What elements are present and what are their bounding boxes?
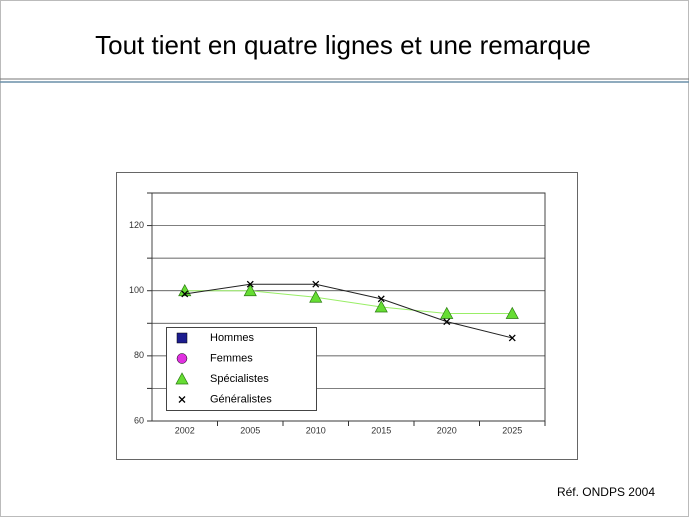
x-tick-label: 2020 <box>437 425 457 435</box>
series-line <box>184 283 513 339</box>
legend-label: Généralistes <box>210 393 272 405</box>
y-tick-label: 60 <box>134 415 144 425</box>
legend-label: Spécialistes <box>210 373 269 385</box>
y-tick-label: 80 <box>134 350 144 360</box>
series-line <box>184 290 513 315</box>
legend-marker <box>178 396 186 403</box>
legend-marker <box>176 353 188 364</box>
data-point <box>312 280 320 288</box>
data-point <box>243 283 257 297</box>
data-point <box>377 295 385 303</box>
y-tick-label: 120 <box>129 220 144 230</box>
data-point <box>505 306 519 319</box>
x-tick-label: 2025 <box>502 425 522 435</box>
legend-label: Hommes <box>210 332 255 344</box>
data-point <box>374 300 388 313</box>
legend <box>166 327 317 411</box>
data-point <box>440 306 454 319</box>
legend-marker <box>175 372 189 385</box>
x-tick-label: 2010 <box>306 425 326 435</box>
data-point <box>181 290 189 298</box>
legend-marker <box>176 332 188 344</box>
x-tick-label: 2002 <box>175 425 195 435</box>
data-point <box>246 280 254 288</box>
slide-title: Tout tient en quatre lignes et une remar… <box>95 30 591 60</box>
data-point <box>178 283 192 297</box>
y-tick-label: 100 <box>129 285 144 295</box>
legend-label: Femmes <box>210 352 253 364</box>
data-point <box>443 318 451 326</box>
x-tick-label: 2015 <box>371 425 391 435</box>
data-point <box>309 290 323 303</box>
x-tick-label: 2005 <box>240 425 260 435</box>
footer: Réf. ONDPS 2004 <box>557 485 655 499</box>
data-point <box>508 334 516 342</box>
